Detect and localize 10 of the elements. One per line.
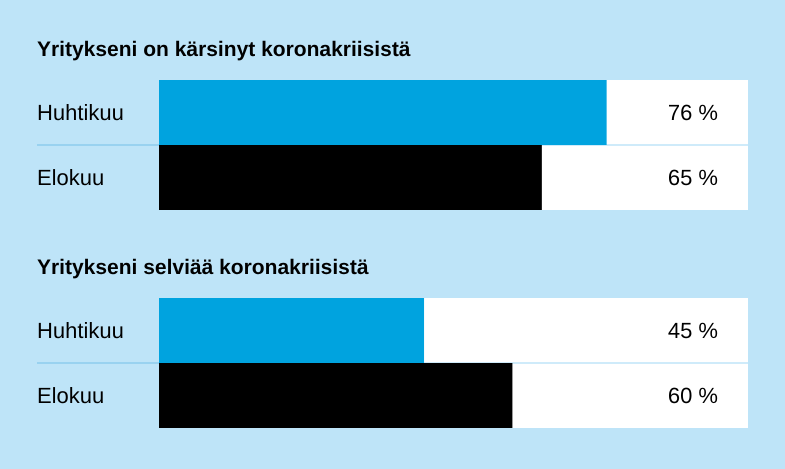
category-label: Huhtikuu	[37, 100, 124, 126]
data-label: 65 %	[668, 165, 718, 190]
data-label: 60 %	[668, 383, 718, 408]
data-label: 45 %	[668, 318, 718, 344]
chart-title: Yritykseni on kärsinyt koronakriisistä	[37, 38, 411, 61]
category-label: Elokuu	[37, 165, 104, 190]
chart-title: Yritykseni selviää koronakriisistä	[37, 256, 369, 279]
data-label: 76 %	[668, 100, 718, 126]
category-label: Huhtikuu	[37, 318, 124, 344]
category-label: Elokuu	[37, 383, 104, 408]
